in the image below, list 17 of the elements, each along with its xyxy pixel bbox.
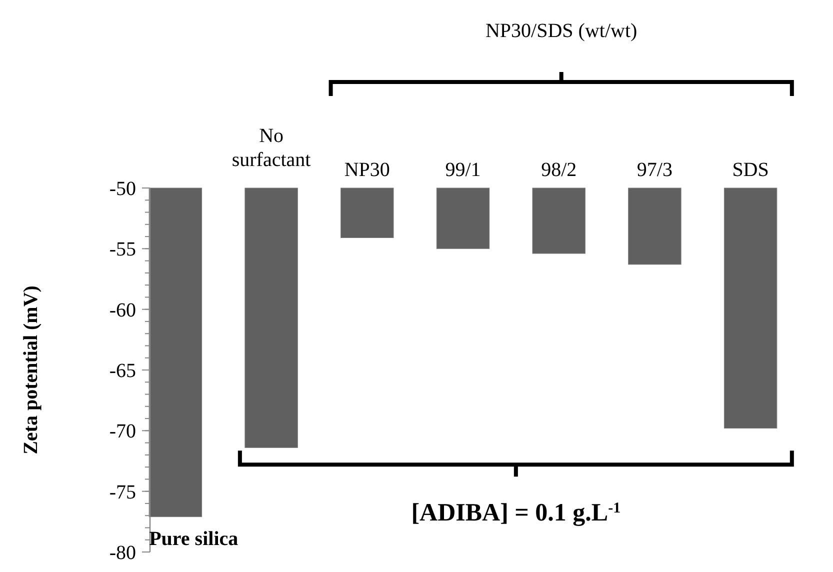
y-tick-label: -50 [109, 178, 136, 200]
y-tick-label: -80 [109, 542, 136, 564]
y-tick-label: -55 [109, 238, 136, 261]
x-tick-label: 97/3 [636, 159, 672, 181]
annotation: [ADIBA] = 0.1 g.L$^{-1}$ [411, 500, 621, 527]
x-tick-label: No surfactant [232, 125, 312, 171]
y-tick-label: -70 [109, 420, 136, 443]
x-tick-label: NP30 [344, 159, 390, 181]
y-tick-label: -60 [109, 299, 136, 322]
y-axis-title: Zeta potential (mV) [20, 286, 42, 454]
text: NP30/SDS (wt/wt) [486, 20, 638, 42]
x-tick-label: Pure silica [149, 528, 238, 550]
y-tick-label: -65 [109, 360, 136, 382]
y-tick-label: -75 [109, 481, 136, 504]
x-tick-label: SDS [732, 159, 769, 181]
x-tick-label: 98/2 [541, 159, 577, 181]
x-tick-label: 99/1 [445, 159, 481, 181]
